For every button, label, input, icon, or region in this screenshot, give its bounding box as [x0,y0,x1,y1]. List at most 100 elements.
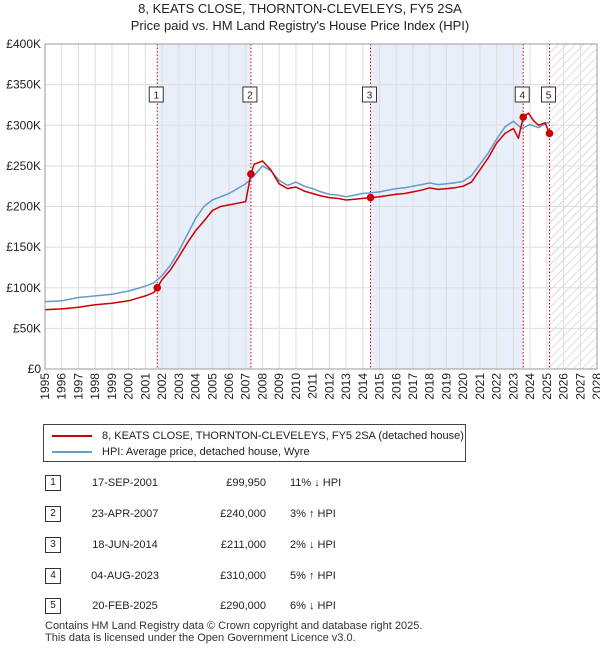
transaction-date: 20-FEB-2025 [92,600,158,612]
x-tick-label: 1997 [71,373,85,400]
sale-point [366,193,375,202]
x-tick-label: 2014 [356,373,370,400]
sale-marker-label: 1 [153,91,159,102]
x-tick-label: 2025 [540,373,554,400]
transaction-number: 5 [45,598,61,614]
transaction-number: 2 [45,506,61,522]
price-chart: 1 2 3 4 5 £0 £50K £100K £150K £200K £250K £300K £35… [6,37,600,400]
table-row: 5 20-FEB-2025 £290,000 6% ↓ HPI [0,598,600,618]
transaction-price: £240,000 [220,508,266,520]
chart-legend: 8, KEATS CLOSE, THORNTON-CLEVELEYS, FY5 … [43,424,466,462]
x-tick-label: 2001 [138,373,152,400]
x-tick-label: 2023 [506,373,520,400]
y-tick-label: £100K [6,281,41,295]
table-row: 4 04-AUG-2023 £310,000 5% ↑ HPI [0,568,600,588]
sale-marker-label: 4 [519,91,525,102]
chart-title: 8, KEATS CLOSE, THORNTON-CLEVELEYS, FY5 … [138,1,462,16]
transaction-price: £99,950 [226,477,266,489]
y-tick-label: £350K [6,78,41,92]
x-tick-label: 2010 [289,373,303,400]
sale-marker-box [540,86,556,103]
transaction-hpi: 3% ↑ HPI [290,508,336,520]
transaction-hpi: 5% ↑ HPI [290,570,336,582]
x-tick-label: 2006 [222,373,236,400]
x-tick-label: 1995 [38,373,52,400]
transaction-number: 1 [45,475,61,491]
chart-title-block: 8, KEATS CLOSE, THORNTON-CLEVELEYS, FY5 … [0,0,600,34]
x-tick-label: 2012 [322,373,336,400]
property-series-line [44,112,551,311]
table-row: 2 23-APR-2007 £240,000 3% ↑ HPI [0,506,600,526]
legend-item-property: 8, KEATS CLOSE, THORNTON-CLEVELEYS, FY5 … [52,429,464,443]
footer: Contains HM Land Registry data © Crown c… [45,620,422,644]
sale-point [247,170,255,178]
sale-marker-box [242,86,258,103]
x-tick-label: 2027 [573,373,587,400]
legend-swatch-hpi [52,451,92,454]
sale-marker-label: 5 [546,91,552,102]
table-row: 3 18-JUN-2014 £211,000 2% ↓ HPI [0,537,600,557]
transaction-date: 17-SEP-2001 [91,477,159,489]
x-tick-label: 2018 [423,373,437,400]
sale-marker-label: 3 [367,91,373,102]
footer-licence: This data is licensed under the Open Gov… [45,632,356,644]
x-tick-label: 2028 [590,373,600,400]
x-tick-label: 2000 [122,373,136,400]
y-tick-label: £0 [28,362,42,376]
x-tick-label: 2008 [255,373,269,400]
x-tick-label: 2011 [306,373,320,399]
x-tick-label: 1999 [105,373,119,400]
transaction-date: 04-AUG-2023 [91,570,159,582]
sale-marker-box [362,86,378,103]
x-tick-label: 2009 [272,373,286,400]
x-tick-label: 2026 [557,373,571,400]
y-tick-label: £250K [6,159,41,173]
transaction-price: £211,000 [220,539,266,551]
transaction-price: £310,000 [220,570,266,582]
sale-marker-box [514,86,530,103]
sale-marker-box [148,86,164,103]
transaction-hpi: 2% ↓ HPI [290,539,336,551]
x-tick-label: 2015 [373,373,387,400]
sale-point [519,113,528,121]
x-tick-label: 2004 [189,373,203,400]
x-tick-label: 2013 [339,373,353,400]
x-tick-label: 2022 [490,373,504,400]
y-tick-label: £400K [6,37,41,51]
x-tick-label: 2003 [172,373,186,400]
transaction-price: £290,000 [220,600,266,612]
y-tick-label: £50K [13,321,41,335]
hpi-series-line [44,120,550,303]
legend-label-hpi: HPI: Average price, detached house, Wyre [102,446,310,458]
legend-item-hpi: HPI: Average price, detached house, Wyre [52,445,310,459]
x-tick-label: 1998 [88,373,102,400]
x-tick-label: 2007 [239,373,253,400]
x-tick-label: 2021 [473,373,487,400]
transaction-hpi: 6% ↓ HPI [290,600,336,612]
chart-subtitle: Price paid vs. HM Land Registry's House … [130,18,470,33]
legend-swatch-property [52,435,92,438]
table-row: 1 17-SEP-2001 £99,950 11% ↓ HPI [0,475,600,495]
y-tick-label: £300K [6,118,41,132]
legend-label-property: 8, KEATS CLOSE, THORNTON-CLEVELEYS, FY5 … [102,430,464,442]
transaction-date: 18-JUN-2014 [92,539,158,551]
x-tick-label: 2005 [205,373,219,400]
sale-point [153,283,162,292]
transaction-number: 4 [45,568,61,584]
y-tick-label: £200K [6,200,41,214]
footer-copyright: Contains HM Land Registry data © Crown c… [45,620,423,632]
transaction-date: 23-APR-2007 [91,508,159,520]
transaction-hpi: 11% ↓ HPI [290,477,342,489]
x-tick-label: 2019 [439,373,453,400]
x-tick-label: 2020 [456,373,470,400]
x-tick-label: 2002 [155,373,169,400]
x-tick-label: 2016 [389,373,403,400]
sale-marker-label: 2 [247,91,253,102]
x-tick-label: 2017 [406,373,420,400]
plot-frame [44,43,598,370]
x-tick-label: 1996 [55,373,69,400]
transaction-number: 3 [45,537,61,553]
sale-point [545,129,554,138]
x-tick-label: 2024 [523,373,537,400]
y-tick-label: £150K [6,240,41,254]
